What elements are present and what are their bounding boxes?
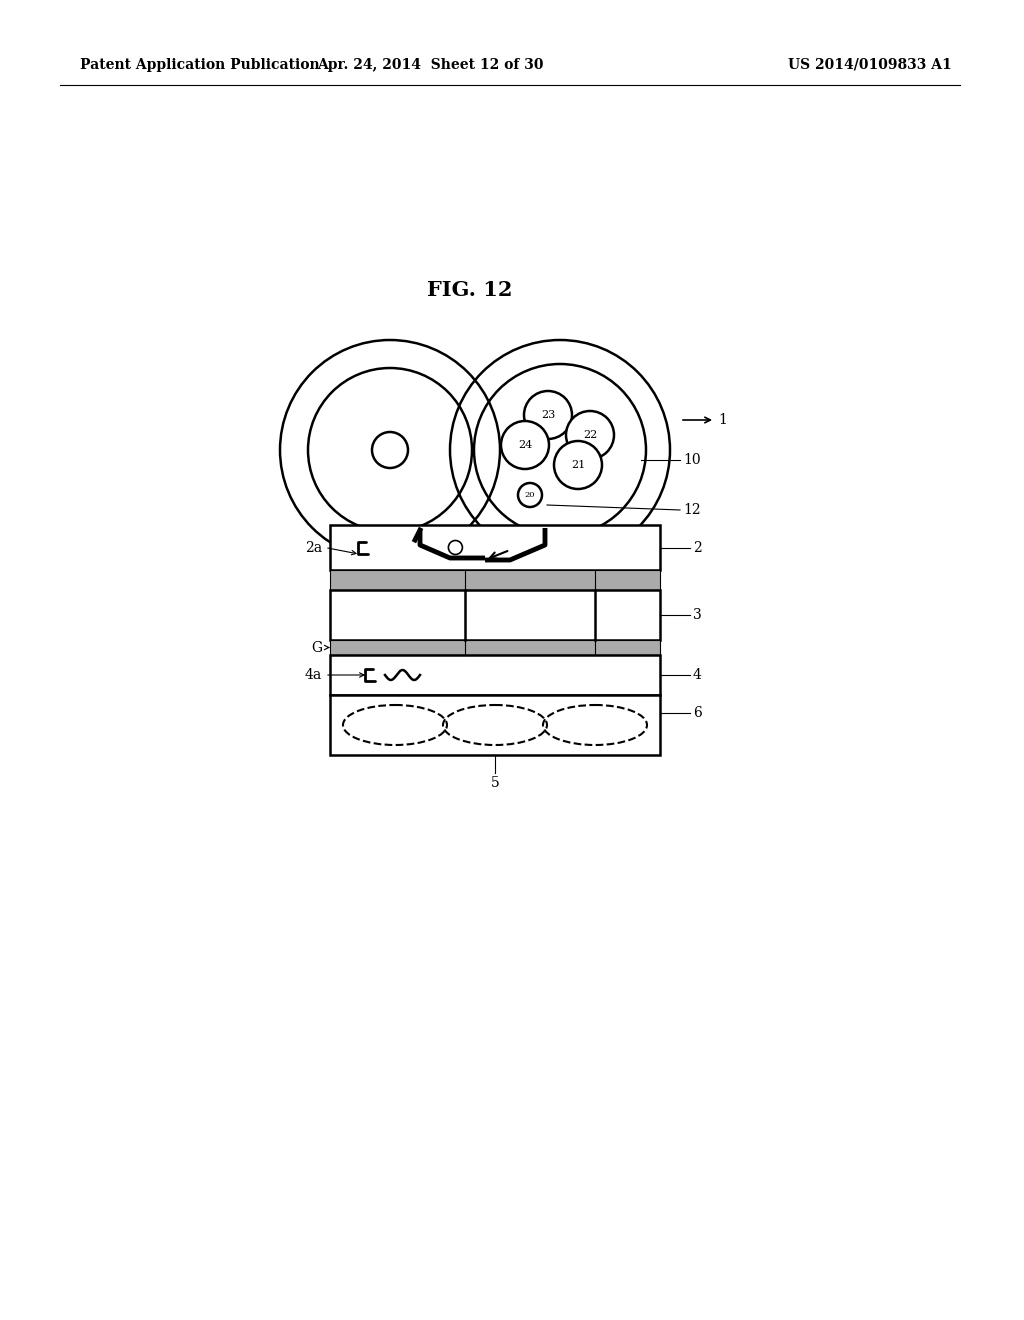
Text: FIG. 12: FIG. 12: [427, 280, 513, 300]
Text: 4: 4: [693, 668, 701, 682]
Text: 4a: 4a: [305, 668, 322, 682]
Bar: [330, 655, 660, 696]
Bar: [330, 570, 660, 590]
Circle shape: [524, 391, 572, 440]
Text: 20: 20: [524, 491, 536, 499]
Text: 1: 1: [718, 413, 727, 426]
Circle shape: [554, 441, 602, 488]
Text: Apr. 24, 2014  Sheet 12 of 30: Apr. 24, 2014 Sheet 12 of 30: [316, 58, 544, 73]
Text: 2a: 2a: [305, 540, 322, 554]
Bar: [330, 525, 660, 570]
Circle shape: [501, 421, 549, 469]
Text: 3: 3: [693, 609, 701, 622]
Bar: [330, 696, 660, 755]
Bar: [330, 590, 660, 640]
Text: 5: 5: [490, 776, 500, 789]
Text: Patent Application Publication: Patent Application Publication: [80, 58, 319, 73]
Text: 22: 22: [583, 430, 597, 440]
Circle shape: [518, 483, 542, 507]
Text: US 2014/0109833 A1: US 2014/0109833 A1: [788, 58, 952, 73]
Text: 24: 24: [518, 440, 532, 450]
Text: 21: 21: [570, 459, 585, 470]
Text: 23: 23: [541, 411, 555, 420]
Text: 12: 12: [683, 503, 700, 517]
Circle shape: [566, 411, 614, 459]
Text: 6: 6: [693, 706, 701, 719]
Text: 10: 10: [683, 453, 700, 467]
Text: G: G: [311, 640, 322, 655]
Bar: [330, 640, 660, 655]
Text: 2: 2: [693, 540, 701, 554]
